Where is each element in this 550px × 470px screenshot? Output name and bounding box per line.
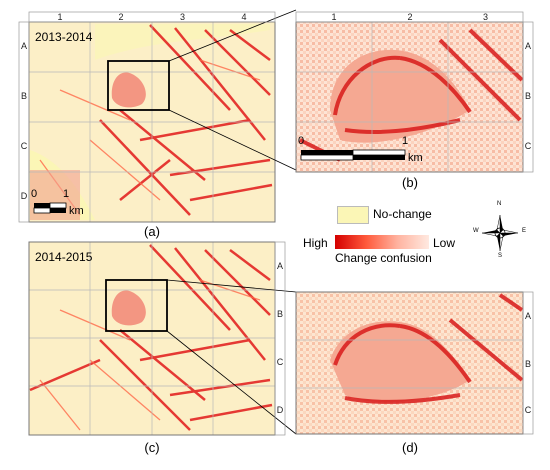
legend-nochange-swatch <box>337 206 369 224</box>
col-label-a-1: 1 <box>57 12 63 22</box>
compass-n: N <box>497 201 502 207</box>
map-b <box>295 21 524 173</box>
compass-s: S <box>498 253 503 259</box>
row-label-a-A: A <box>20 41 27 51</box>
map-d <box>295 291 524 435</box>
row-label-a-B: B <box>20 91 27 101</box>
row-label-c-A: A <box>276 261 283 271</box>
row-label-a-D: D <box>20 191 28 201</box>
map-a <box>28 9 297 223</box>
grid-frames <box>18 11 534 436</box>
scale-unit-a: km <box>69 205 84 217</box>
north-arrow <box>481 214 519 252</box>
scale-zero-a: 0 <box>31 188 38 200</box>
zoom-box-a <box>107 60 170 111</box>
row-label-d-B: B <box>524 359 531 369</box>
caption-d: (d) <box>402 440 418 455</box>
row-label-d-A: A <box>524 311 531 321</box>
legend-low-label: Low <box>433 236 456 250</box>
scale-zero-b: 0 <box>298 135 305 147</box>
legend-color-ramp <box>335 235 429 249</box>
scale-one-b: 1 <box>402 135 409 147</box>
legend-high-label: High <box>303 236 328 250</box>
row-label-c-B: B <box>276 309 283 319</box>
year-label-a: 2013-2014 <box>35 30 93 44</box>
connector-line-c-bottom <box>166 330 297 435</box>
row-label-b-C: C <box>524 141 532 151</box>
compass-w: W <box>473 228 479 234</box>
legend-nochange-label: No-change <box>373 207 432 221</box>
scale-unit-b: km <box>408 152 423 164</box>
scale-one-a: 1 <box>63 188 70 200</box>
row-label-b-A: A <box>524 41 531 51</box>
scale-bar-b <box>300 149 406 161</box>
row-label-c-D: D <box>276 405 284 415</box>
row-label-a-C: C <box>20 141 28 151</box>
row-label-b-B: B <box>524 91 531 101</box>
caption-c: (c) <box>144 440 160 455</box>
caption-a: (a) <box>144 224 160 239</box>
scale-bar-a <box>33 202 67 214</box>
col-label-a-2: 2 <box>118 12 124 22</box>
col-label-a-4: 4 <box>241 12 247 22</box>
col-label-b-3: 3 <box>482 12 488 22</box>
col-label-b-2: 2 <box>407 12 413 22</box>
zoom-box-c <box>105 279 168 332</box>
caption-b: (b) <box>402 175 418 190</box>
row-label-d-C: C <box>524 405 532 415</box>
row-label-c-C: C <box>276 357 284 367</box>
legend-confusion-label: Change confusion <box>335 251 432 265</box>
col-label-a-3: 3 <box>179 12 185 22</box>
connector-line-c-top <box>166 279 297 293</box>
connector-line-a-bottom <box>168 109 297 171</box>
col-label-b-1: 1 <box>331 12 337 22</box>
year-label-c: 2014-2015 <box>35 250 93 264</box>
compass-e: E <box>522 228 527 234</box>
map-c <box>28 241 297 436</box>
